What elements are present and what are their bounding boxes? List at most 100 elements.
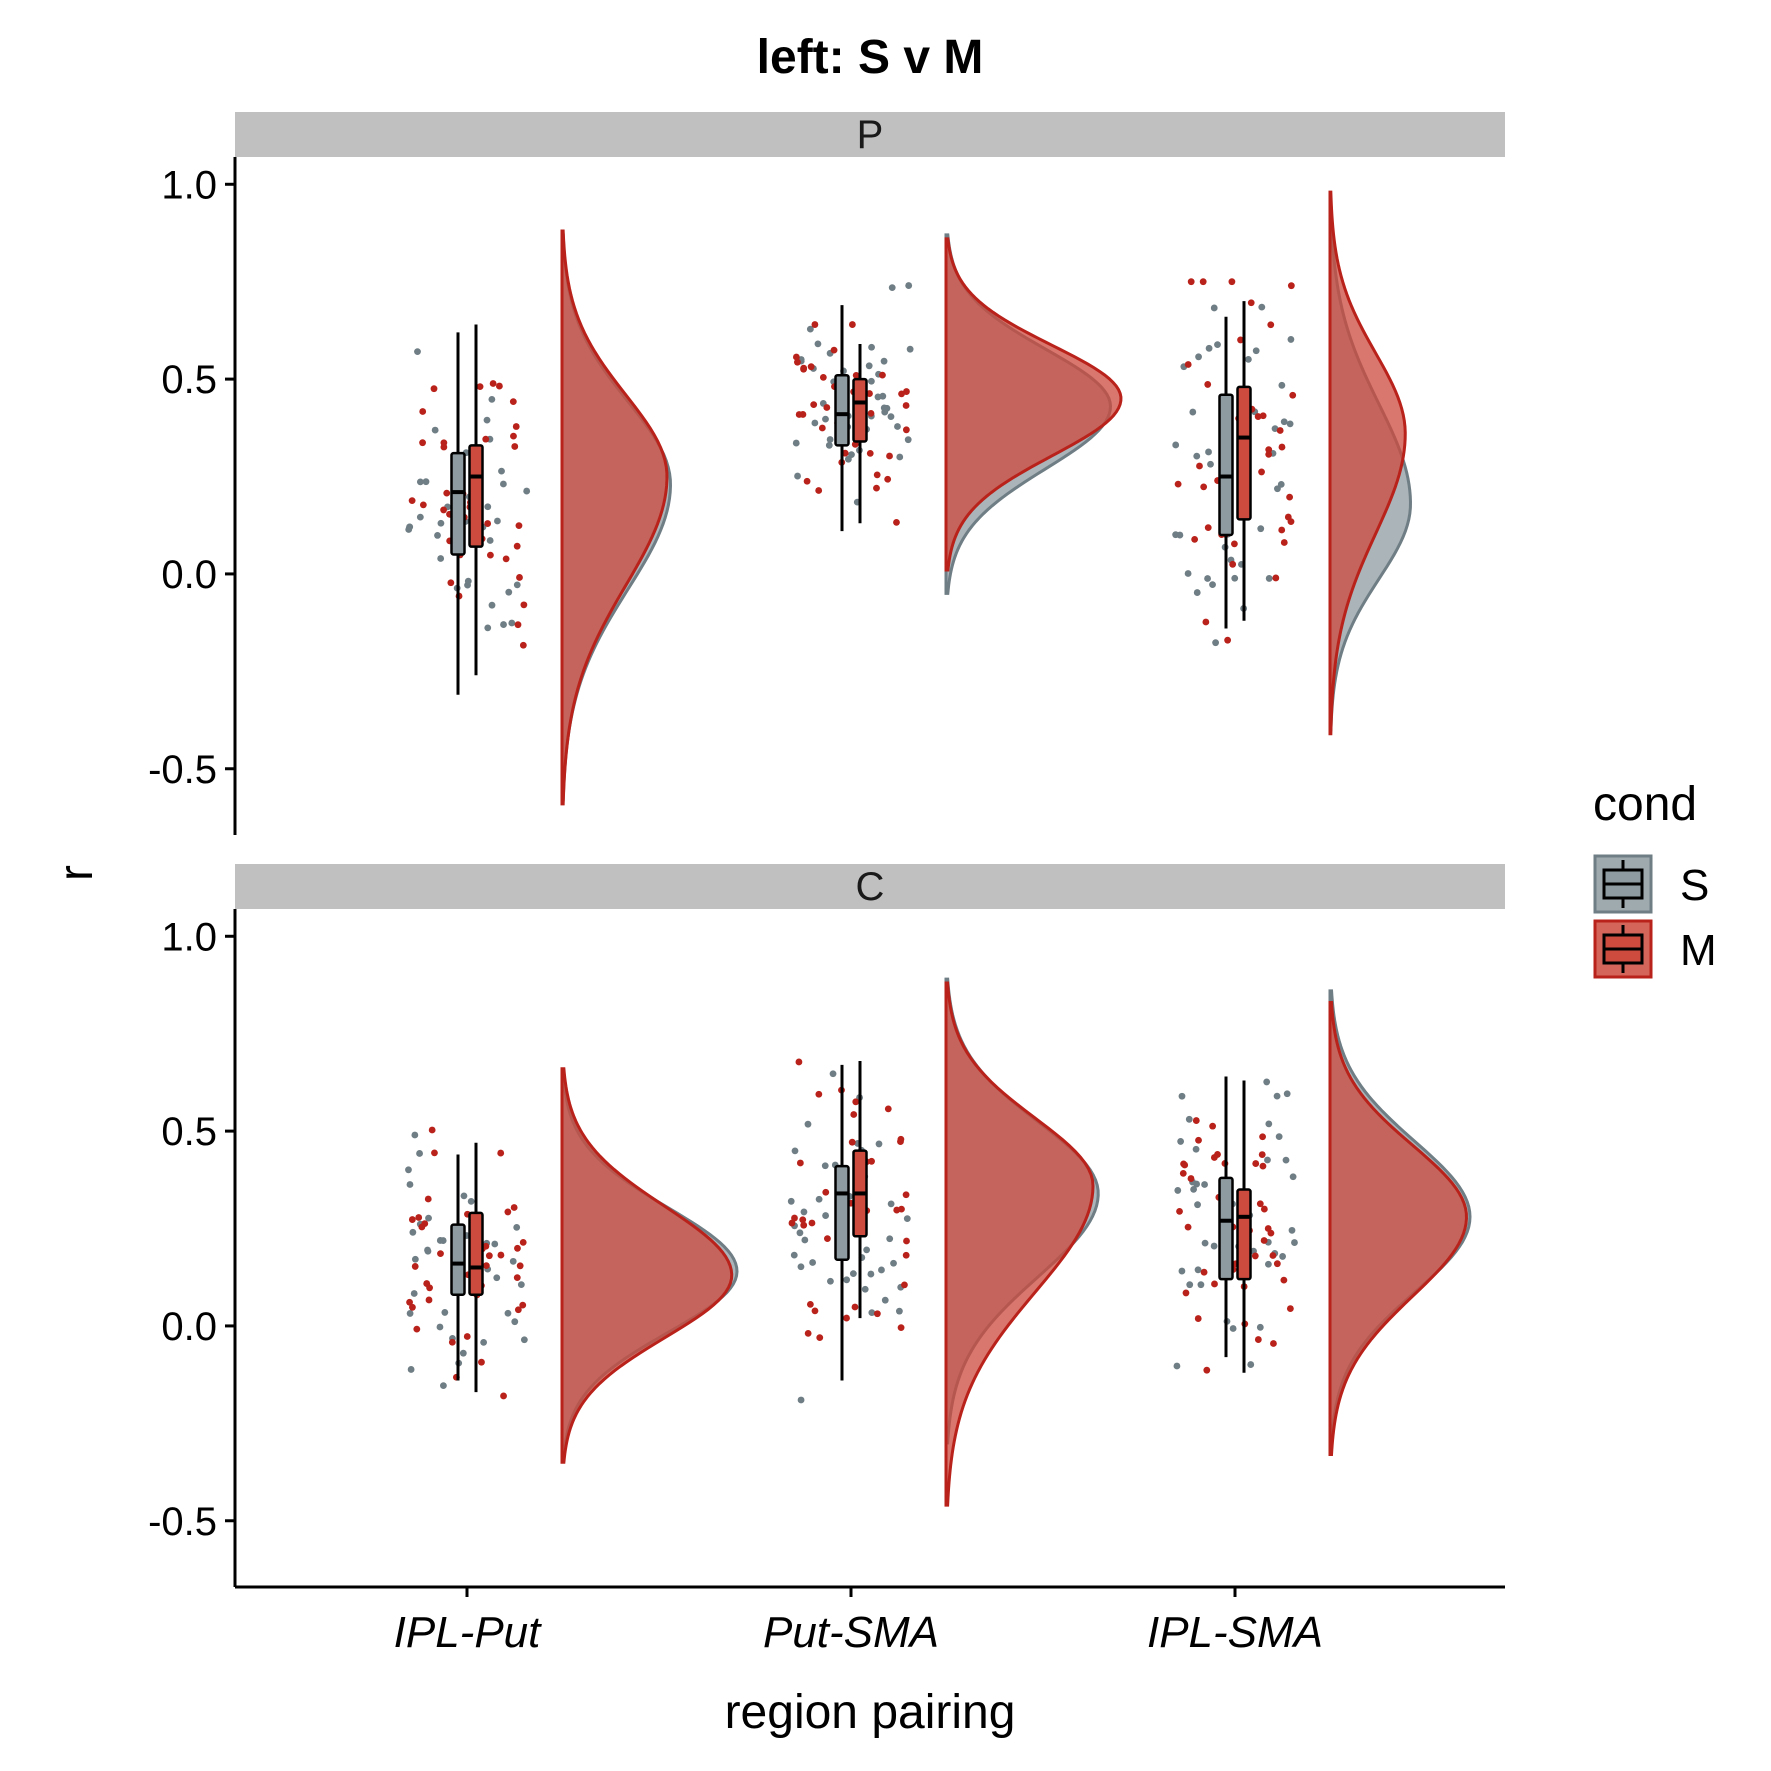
data-point-s [792, 439, 800, 447]
x-tick-label: IPL-Put [394, 1608, 543, 1657]
data-point-m [1231, 540, 1238, 548]
data-point-m [425, 1296, 433, 1304]
data-point-m [1180, 1160, 1187, 1168]
data-point-s [906, 345, 914, 353]
data-point-s [509, 1257, 517, 1265]
data-point-m [1256, 1200, 1264, 1208]
data-point-s [1212, 639, 1219, 647]
data-point-s [1245, 355, 1252, 363]
group-ipl-put [405, 229, 672, 806]
data-point-m [1278, 443, 1286, 451]
data-point-m [1203, 1366, 1211, 1374]
data-point-m [1200, 483, 1208, 491]
data-point-m [796, 1159, 804, 1167]
data-point-m [516, 1262, 524, 1270]
data-point-s [1178, 1092, 1186, 1100]
data-point-s [1271, 425, 1279, 433]
data-point-s [1194, 1201, 1201, 1209]
data-point-s [520, 1336, 528, 1344]
data-point-s [416, 1150, 423, 1157]
data-point-s [1172, 441, 1180, 449]
data-point-s [1265, 575, 1273, 582]
data-point-s [434, 532, 441, 539]
data-point-s [888, 284, 896, 292]
data-point-m [502, 555, 510, 563]
data-point-m [848, 1138, 856, 1146]
data-point-m [897, 1324, 905, 1332]
data-point-s [483, 416, 491, 424]
data-point-m [850, 1111, 858, 1118]
data-point-s [1231, 574, 1239, 582]
data-point-m [510, 1204, 518, 1211]
data-point-m [810, 401, 818, 409]
data-point-s [437, 555, 445, 562]
data-point-s [1194, 1266, 1202, 1274]
data-point-m [409, 1303, 416, 1311]
data-point-s [425, 1214, 432, 1222]
data-point-s [868, 343, 875, 351]
data-point-m [1258, 1151, 1266, 1158]
data-point-m [500, 1392, 507, 1400]
data-point-m [448, 1338, 456, 1346]
data-point-m [804, 1329, 812, 1337]
data-point-s [868, 1309, 876, 1317]
data-point-m [419, 408, 427, 415]
data-point-m [495, 382, 503, 390]
data-point-s [787, 1197, 795, 1205]
data-point-m [440, 506, 448, 514]
data-point-s [843, 1276, 851, 1284]
data-point-s [1273, 1092, 1281, 1100]
data-point-s [895, 1307, 903, 1315]
data-point-m [476, 383, 484, 391]
data-point-m [791, 1214, 798, 1222]
data-point-s [410, 1290, 418, 1297]
data-point-m [1194, 1315, 1202, 1322]
data-point-s [1172, 531, 1180, 539]
data-point-s [499, 480, 507, 488]
data-point-s [498, 467, 505, 475]
data-point-s [406, 1181, 414, 1188]
data-point-m [519, 1301, 527, 1309]
data-point-s [1283, 1090, 1291, 1098]
density-m [944, 981, 1095, 1507]
data-point-m [440, 439, 448, 447]
data-point-m [512, 423, 520, 430]
box-s [1218, 1176, 1234, 1281]
data-point-s [1204, 575, 1211, 582]
data-point-m [424, 1195, 432, 1203]
data-point-s [1210, 1242, 1218, 1250]
data-point-m [902, 402, 910, 409]
box-s [450, 1223, 466, 1297]
data-point-s [1173, 1362, 1181, 1370]
data-point-s [500, 621, 507, 628]
data-point-s [406, 1310, 414, 1317]
group-ipl-sma [1173, 989, 1472, 1457]
data-point-s [829, 1070, 837, 1078]
data-point-m [795, 1058, 803, 1066]
data-point-m [800, 1221, 808, 1229]
data-point-m [843, 1314, 850, 1322]
data-point-s [1192, 1145, 1200, 1153]
data-point-m [1192, 1117, 1200, 1124]
data-point-m [408, 497, 416, 505]
data-point-m [1179, 1169, 1187, 1177]
y-tick-label: 0.5 [161, 1110, 217, 1154]
data-point-m [519, 1239, 527, 1246]
data-point-s [905, 282, 913, 289]
data-point-m [419, 439, 426, 447]
data-point-m [1184, 361, 1192, 368]
data-point-m [866, 449, 874, 457]
data-point-s [1258, 303, 1266, 311]
data-point-m [514, 621, 522, 629]
data-point-m [822, 1188, 830, 1196]
data-point-s [1201, 1239, 1209, 1247]
data-point-s [1207, 460, 1214, 468]
data-point-m [800, 365, 807, 373]
data-point-m [1265, 446, 1273, 454]
data-point-m [1204, 524, 1212, 532]
data-point-s [436, 1323, 444, 1331]
data-point-s [878, 1266, 885, 1274]
data-point-s [1287, 336, 1295, 343]
data-point-s [1278, 381, 1286, 389]
data-point-m [509, 398, 517, 405]
